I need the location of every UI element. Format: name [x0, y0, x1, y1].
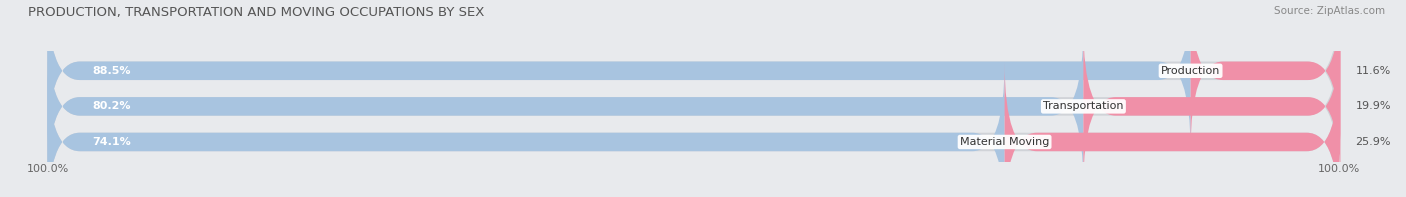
- Text: Source: ZipAtlas.com: Source: ZipAtlas.com: [1274, 6, 1385, 16]
- FancyBboxPatch shape: [1191, 0, 1340, 151]
- FancyBboxPatch shape: [48, 0, 1191, 151]
- Text: Transportation: Transportation: [1043, 101, 1123, 111]
- Text: 74.1%: 74.1%: [93, 137, 131, 147]
- FancyBboxPatch shape: [48, 62, 1005, 197]
- Text: 11.6%: 11.6%: [1355, 66, 1391, 76]
- FancyBboxPatch shape: [48, 62, 1339, 197]
- Text: Material Moving: Material Moving: [960, 137, 1049, 147]
- Text: 19.9%: 19.9%: [1355, 101, 1392, 111]
- FancyBboxPatch shape: [1084, 27, 1340, 186]
- Text: 25.9%: 25.9%: [1354, 137, 1391, 147]
- FancyBboxPatch shape: [48, 27, 1084, 186]
- FancyBboxPatch shape: [1005, 62, 1339, 197]
- FancyBboxPatch shape: [48, 27, 1339, 186]
- Text: 80.2%: 80.2%: [93, 101, 131, 111]
- Text: 88.5%: 88.5%: [93, 66, 131, 76]
- FancyBboxPatch shape: [48, 0, 1339, 151]
- Text: PRODUCTION, TRANSPORTATION AND MOVING OCCUPATIONS BY SEX: PRODUCTION, TRANSPORTATION AND MOVING OC…: [28, 6, 485, 19]
- Text: Production: Production: [1161, 66, 1220, 76]
